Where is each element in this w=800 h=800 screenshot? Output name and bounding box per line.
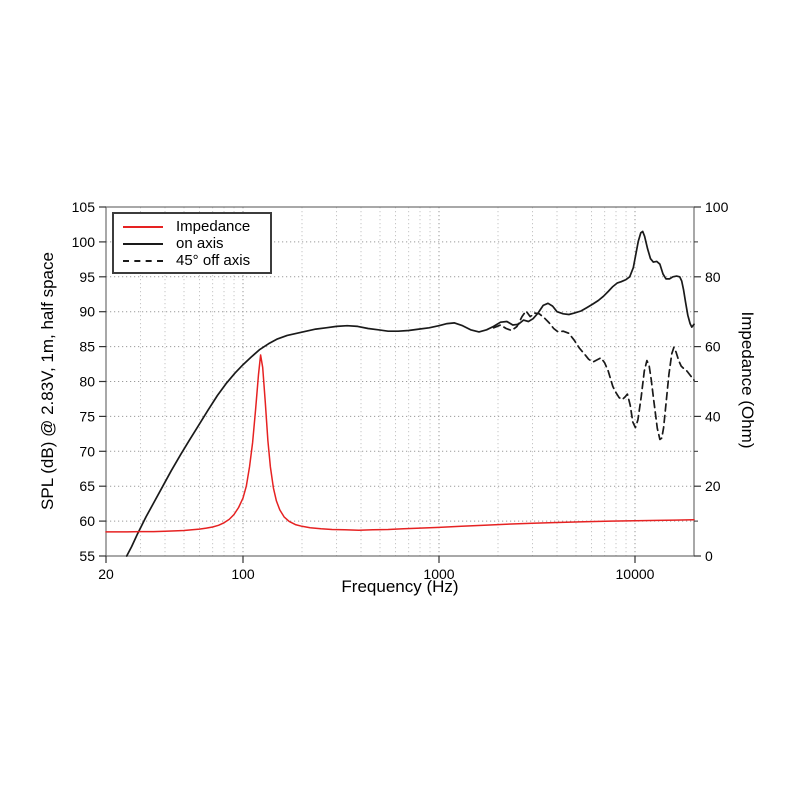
legend-label: on axis xyxy=(176,235,224,252)
y-left-tick-label: 90 xyxy=(79,304,95,320)
y-right-tick-label: 100 xyxy=(705,199,729,215)
y-right-tick-label: 0 xyxy=(705,548,713,564)
legend: Impedance on axis 45° off axis xyxy=(112,212,272,274)
y-left-tick-label: 75 xyxy=(79,408,95,424)
x-axis-label: Frequency (Hz) xyxy=(341,577,459,596)
on-axis-curve xyxy=(125,230,695,557)
y-left-tick-label: 80 xyxy=(79,374,95,390)
off-axis-curve xyxy=(492,310,695,441)
x-tick-label: 20 xyxy=(98,566,114,582)
legend-item-off-axis: 45° off axis xyxy=(114,252,270,269)
y-right-tick-label: 20 xyxy=(705,478,721,494)
x-tick-label: 100 xyxy=(231,566,255,582)
y-left-tick-label: 105 xyxy=(72,199,96,215)
legend-item-impedance: Impedance xyxy=(114,218,270,235)
x-tick-label: 10000 xyxy=(616,566,655,582)
y-right-tick-label: 60 xyxy=(705,339,721,355)
impedance-curve xyxy=(105,354,695,533)
chart-canvas: 55 60 65 70 75 80 85 90 95 100 105 0 20 40 60 80 100 20 10… xyxy=(72,199,729,582)
y-left-tick-label: 100 xyxy=(72,234,96,250)
y-right-tick-label: 40 xyxy=(705,408,721,424)
legend-item-on-axis: on axis xyxy=(114,235,270,252)
y-left-tick-label: 95 xyxy=(79,269,95,285)
y-left-tick-label: 85 xyxy=(79,339,95,355)
y-axis-label-left: SPL (dB) @ 2.83V, 1m, half space xyxy=(38,252,57,510)
y-left-tick-label: 65 xyxy=(79,478,95,494)
y-axis-label-right: Impedance (Ohm) xyxy=(738,311,757,449)
legend-label: Impedance xyxy=(176,218,251,235)
y-left-tick-label: 70 xyxy=(79,443,95,459)
y-right-tick-label: 80 xyxy=(705,269,721,285)
legend-label: 45° off axis xyxy=(176,252,251,269)
y-left-tick-label: 60 xyxy=(79,513,95,529)
x-tick-label: 1000 xyxy=(423,566,454,582)
on-axis-line-swatch xyxy=(123,242,163,245)
y-left-tick-label: 55 xyxy=(79,548,95,564)
off-axis-line-swatch xyxy=(123,259,163,262)
impedance-line-swatch xyxy=(123,225,163,228)
